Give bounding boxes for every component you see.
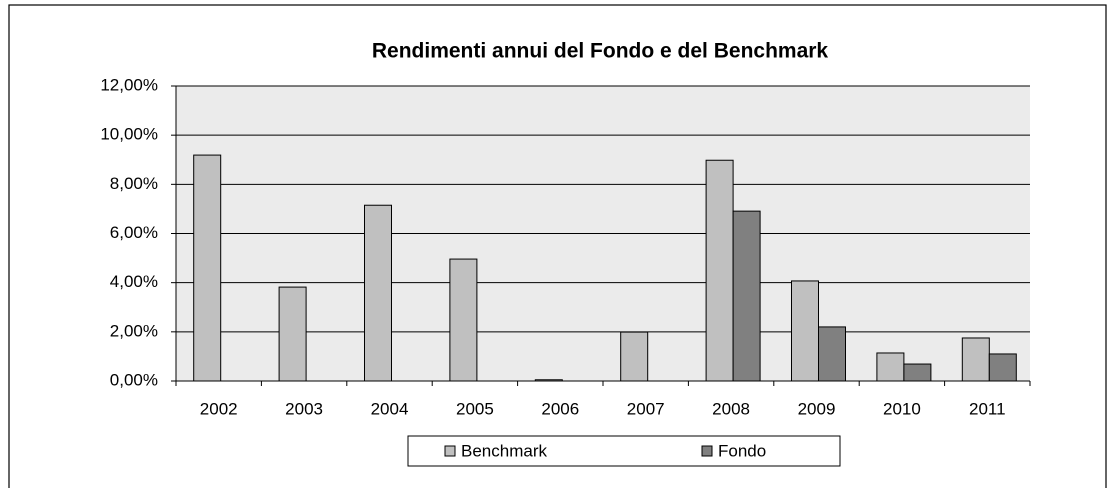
legend-swatch — [701, 445, 713, 457]
legend-label: Fondo — [718, 441, 766, 460]
bar — [961, 337, 990, 382]
x-tick-label: 2011 — [969, 399, 1006, 418]
bar — [364, 204, 392, 382]
x-tick-label: 2002 — [200, 399, 238, 418]
bar — [732, 210, 761, 382]
x-tick-label: 2003 — [285, 399, 323, 418]
bar — [705, 159, 734, 382]
y-tick-label: 10,00% — [100, 125, 158, 144]
x-tick-label: 2004 — [371, 399, 409, 418]
bar — [534, 379, 563, 382]
y-tick-label: 12,00% — [100, 75, 158, 94]
y-tick-label: 6,00% — [110, 223, 158, 242]
x-tick-label: 2005 — [456, 399, 494, 418]
bar — [818, 326, 846, 382]
bar — [876, 352, 905, 382]
x-tick-label: 2010 — [883, 399, 921, 418]
y-tick-label: 0,00% — [110, 370, 158, 389]
y-tick-label: 8,00% — [110, 174, 158, 193]
chart-title: Rendimenti annui del Fondo e del Benchma… — [372, 40, 829, 63]
legend-label: Benchmark — [461, 441, 547, 460]
x-tick-label: 2007 — [627, 399, 665, 418]
legend-box — [407, 435, 841, 467]
y-tick-label: 2,00% — [110, 321, 158, 340]
y-tick-label: 4,00% — [110, 272, 158, 291]
bar — [193, 154, 222, 382]
x-tick-label: 2006 — [541, 399, 579, 418]
bar — [791, 280, 819, 382]
bar — [278, 286, 307, 382]
x-tick-label: 2008 — [712, 399, 750, 418]
bar — [449, 258, 478, 382]
bar — [620, 331, 649, 382]
legend-swatch — [444, 445, 456, 457]
bar — [988, 353, 1017, 382]
bar — [903, 363, 932, 382]
x-tick-label: 2009 — [798, 399, 836, 418]
